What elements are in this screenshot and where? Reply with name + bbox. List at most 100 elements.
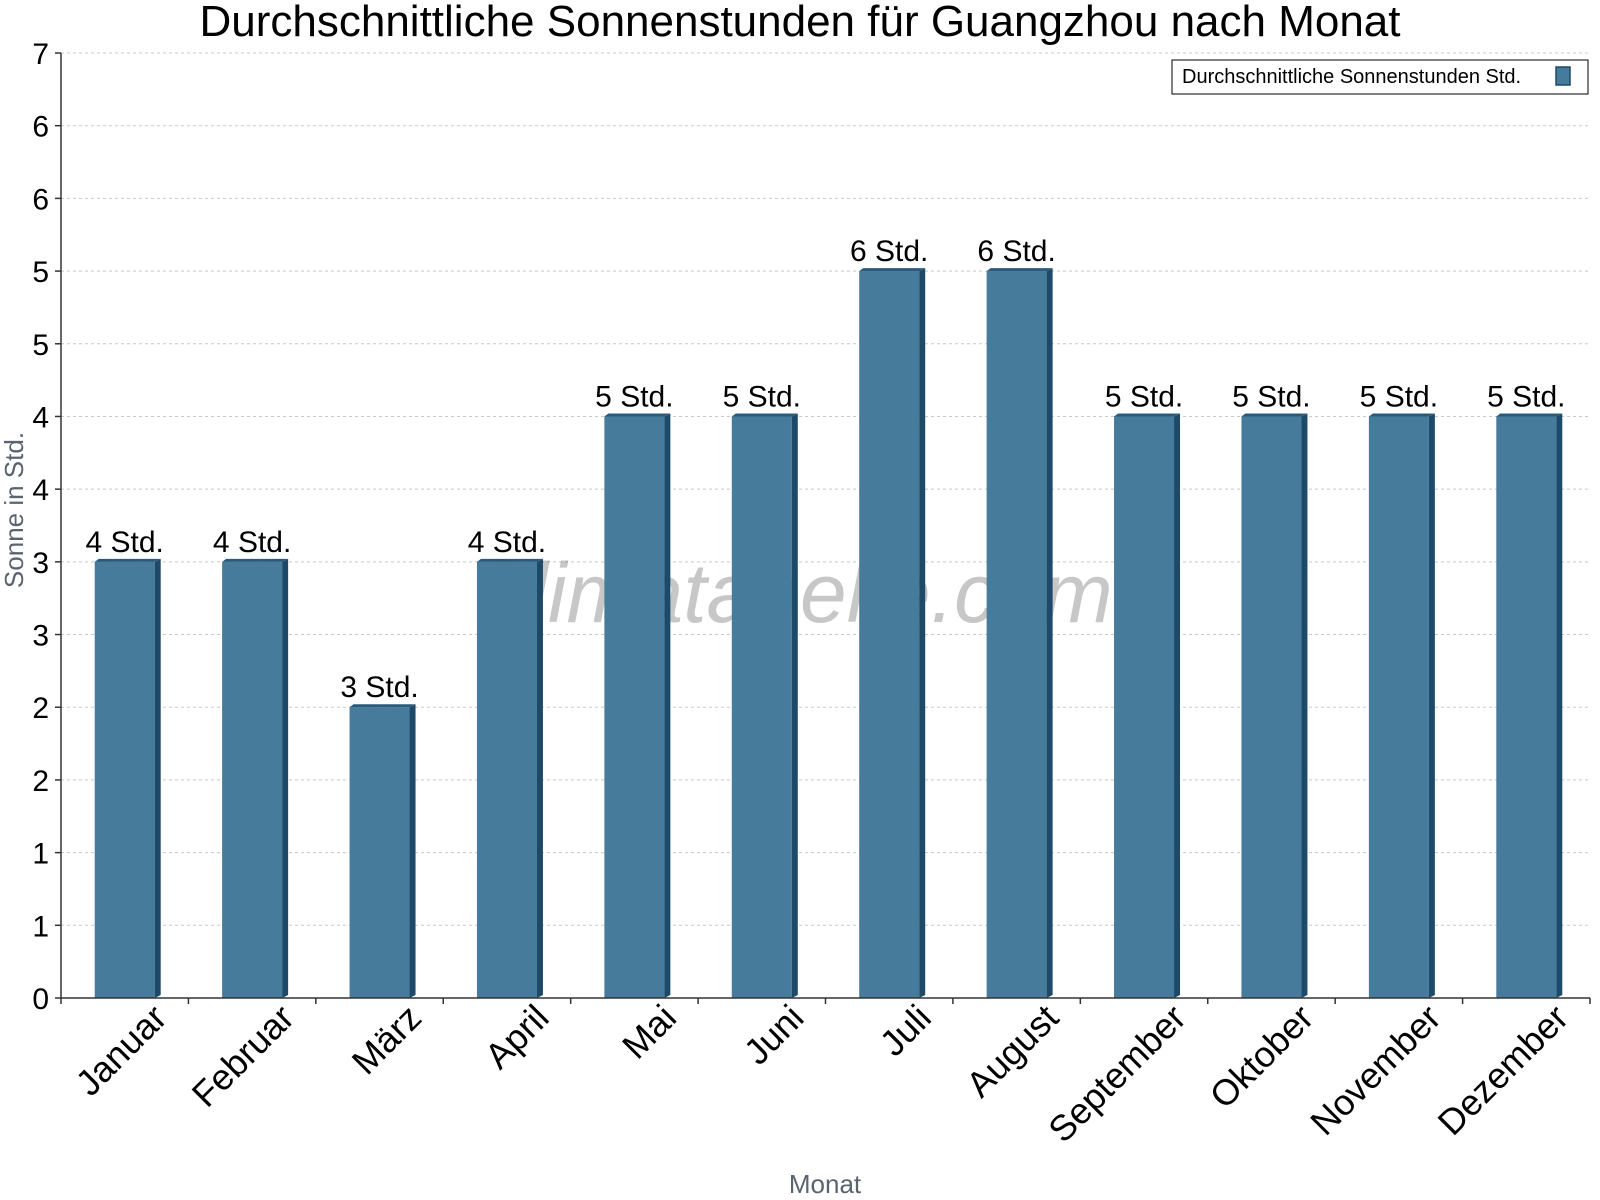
data-label: 4 Std. xyxy=(213,526,291,559)
bar xyxy=(476,558,543,998)
bar-side xyxy=(919,268,926,999)
bar-side xyxy=(154,558,161,998)
bar xyxy=(731,413,798,998)
bar-front xyxy=(349,707,410,998)
legend-box xyxy=(1171,59,1589,95)
bar-top xyxy=(1368,413,1435,417)
y-tick-label: 2 xyxy=(32,765,49,798)
x-tick-label: Oktober xyxy=(1202,997,1322,1117)
bar-front xyxy=(859,271,920,999)
bar-top xyxy=(1241,413,1308,417)
legend: Durchschnittliche Sonnenstunden Std. xyxy=(1171,59,1589,95)
data-label: 5 Std. xyxy=(595,380,673,413)
bar xyxy=(1368,413,1435,998)
data-label: 5 Std. xyxy=(1105,380,1183,413)
bar-front xyxy=(476,561,537,998)
x-tick-label: November xyxy=(1302,997,1448,1143)
bar-front xyxy=(222,561,283,998)
bar xyxy=(986,268,1053,999)
x-tick-label: Januar xyxy=(68,997,175,1104)
bar-top xyxy=(349,704,416,708)
bar-top xyxy=(859,268,926,272)
bar xyxy=(604,413,671,998)
y-tick-label: 0 xyxy=(32,983,49,1016)
bar xyxy=(349,704,416,998)
bar-side xyxy=(282,558,289,998)
data-label: 5 Std. xyxy=(1360,380,1438,413)
data-label: 5 Std. xyxy=(1232,380,1310,413)
legend-swatch xyxy=(1555,66,1571,86)
x-axis-label: Monat xyxy=(789,1169,862,1199)
bars xyxy=(94,268,1563,999)
bar-front xyxy=(731,416,792,998)
data-label: 6 Std. xyxy=(977,235,1055,268)
legend-entry: Durchschnittliche Sonnenstunden Std. xyxy=(1182,66,1521,88)
bar-side xyxy=(1301,413,1308,998)
x-tick-label: Juli xyxy=(872,997,939,1064)
bar xyxy=(94,558,161,998)
bar-top xyxy=(986,268,1053,272)
y-tick-label: 5 xyxy=(32,256,49,289)
bar-top xyxy=(476,558,543,562)
y-tick-label: 1 xyxy=(32,910,49,943)
bar-side xyxy=(1046,268,1053,999)
bar xyxy=(1114,413,1181,998)
y-tick-label: 1 xyxy=(32,838,49,871)
data-label: 4 Std. xyxy=(468,526,546,559)
x-tick-label: April xyxy=(477,997,557,1077)
y-tick-labels: 0 1 1 2 2 3 3 4 4 5 5 6 6 7 xyxy=(32,38,49,1016)
y-tick-label: 6 xyxy=(32,111,49,144)
bar-side xyxy=(791,413,798,998)
x-tick-label: August xyxy=(958,997,1066,1105)
y-tick-label: 3 xyxy=(32,547,49,580)
y-tick-label: 2 xyxy=(32,692,49,725)
bar-front xyxy=(1368,416,1429,998)
bar-side xyxy=(536,558,543,998)
bar-side xyxy=(1428,413,1435,998)
bar xyxy=(859,268,926,999)
x-tick-label: Dezember xyxy=(1430,997,1576,1143)
bar-top xyxy=(1114,413,1181,417)
y-tick-label: 4 xyxy=(32,401,49,434)
bar-side xyxy=(1174,413,1181,998)
x-tick-label: September xyxy=(1040,997,1194,1151)
axes xyxy=(55,52,1591,1004)
y-tick-label: 7 xyxy=(32,38,49,71)
bar-front xyxy=(604,416,665,998)
bar-front xyxy=(986,271,1047,999)
x-tick-label: Februar xyxy=(184,997,302,1115)
y-tick-label: 4 xyxy=(32,474,49,507)
x-tick-label: Juni xyxy=(736,997,812,1073)
bar-side xyxy=(409,704,416,998)
bar-front xyxy=(1241,416,1302,998)
bar xyxy=(222,558,289,998)
grid-lines xyxy=(61,52,1590,926)
data-label: 5 Std. xyxy=(1487,380,1565,413)
bar-side xyxy=(664,413,671,998)
data-labels: 4 Std. 4 Std. 3 Std. 4 Std. 5 Std. 5 Std. 6 St… xyxy=(86,235,1566,704)
bar-side xyxy=(1556,413,1563,998)
data-label: 5 Std. xyxy=(723,380,801,413)
bar-top xyxy=(604,413,671,417)
data-label: 3 Std. xyxy=(340,671,418,704)
y-tick-label: 5 xyxy=(32,329,49,362)
x-tick-labels: Januar Februar März April Mai Juni Juli AugustS… xyxy=(68,997,1576,1151)
x-tick-label: Mai xyxy=(614,997,684,1067)
bar xyxy=(1241,413,1308,998)
bar-top xyxy=(222,558,289,562)
bar xyxy=(1496,413,1563,998)
data-label: 6 Std. xyxy=(850,235,928,268)
bar-front xyxy=(1114,416,1175,998)
y-tick-label: 3 xyxy=(32,620,49,653)
chart-title: Durchschnittliche Sonnenstunden für Guan… xyxy=(200,0,1401,46)
bar-top xyxy=(94,558,161,562)
bar-top xyxy=(1496,413,1563,417)
bar-front xyxy=(1496,416,1557,998)
bar-front xyxy=(94,561,155,998)
y-tick-label: 6 xyxy=(32,183,49,216)
x-tick-label: März xyxy=(344,997,430,1083)
data-label: 4 Std. xyxy=(86,526,164,559)
bar-top xyxy=(731,413,798,417)
y-axis-label: Sonne in Std. xyxy=(0,432,29,588)
